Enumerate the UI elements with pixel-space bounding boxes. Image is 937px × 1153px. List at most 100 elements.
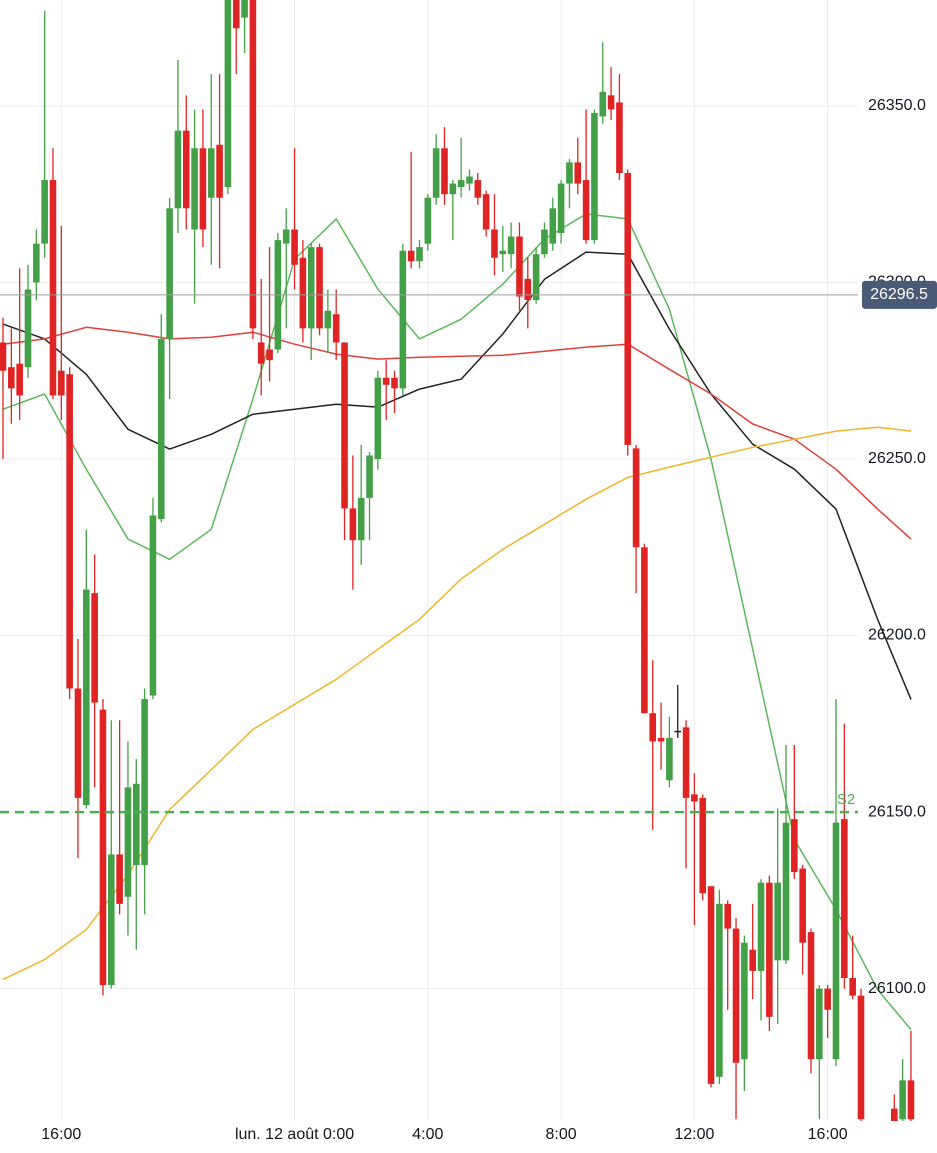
candle-body [649, 713, 657, 742]
candle-body [174, 130, 182, 209]
candle-body [732, 928, 740, 1063]
candle-body [541, 229, 548, 255]
candle-body [241, 0, 248, 18]
candle-body [41, 180, 48, 244]
candle-body [782, 822, 790, 961]
candle-body [807, 932, 815, 1060]
candle-body [849, 978, 856, 996]
candle-body [674, 730, 682, 733]
candle-body [157, 338, 165, 520]
candle-body [699, 797, 707, 894]
candle-body [374, 377, 382, 459]
candle-body [116, 854, 123, 904]
candle-body [232, 0, 240, 29]
x-tick-label: 4:00 [412, 1126, 443, 1143]
candle-body [574, 162, 582, 184]
candle-body [24, 289, 32, 368]
candle-body [74, 688, 82, 798]
y-tick-label: 26200.0 [868, 627, 926, 644]
candle-body [841, 819, 848, 979]
candle-body [657, 737, 665, 742]
candle-body [224, 0, 232, 188]
candle-body [107, 854, 115, 986]
candle-body [599, 91, 607, 117]
candle-body [166, 208, 173, 339]
candle-body [441, 148, 448, 195]
candle-body [474, 180, 482, 198]
candle-body [332, 314, 340, 343]
candle-body [774, 882, 781, 961]
candle-body [291, 229, 298, 265]
candle-body [49, 180, 57, 396]
candle-body [33, 243, 40, 283]
candle-body [16, 363, 23, 396]
candle-body [691, 794, 698, 802]
candle-body [432, 148, 440, 198]
candle-body [749, 949, 756, 971]
candle-body [391, 377, 398, 389]
candle-body [207, 148, 215, 198]
candle-body [0, 342, 7, 371]
candle-body [632, 448, 640, 548]
candle-body [8, 367, 15, 389]
candle-body [341, 342, 348, 509]
candle-body [899, 1080, 906, 1120]
candle-body [449, 183, 457, 195]
candle-body [832, 822, 840, 1060]
candle-body [516, 236, 523, 297]
candle-body [141, 699, 148, 866]
candle-body [91, 593, 98, 703]
candle-body [682, 727, 690, 798]
candle-body [307, 247, 315, 329]
y-tick-label: 26150.0 [868, 803, 926, 820]
candle-body [816, 988, 823, 1060]
candle-body [557, 183, 565, 234]
last-price-label: 26296.5 [870, 286, 928, 303]
candle-body [499, 250, 507, 255]
candle-body [191, 148, 198, 230]
candle-body [857, 995, 865, 1120]
y-tick-label: 26100.0 [868, 980, 926, 997]
candle-body [741, 942, 748, 1060]
candle-body [666, 737, 673, 781]
candle-body [907, 1080, 915, 1120]
candle-body [824, 988, 831, 1010]
candle-body [466, 176, 473, 184]
candle-body [399, 250, 407, 389]
candle-body [382, 377, 390, 385]
candle-body [249, 0, 257, 329]
candle-body [366, 455, 373, 498]
candle-body [799, 868, 806, 943]
candle-body [124, 787, 132, 897]
candle-body [349, 508, 357, 541]
candle-body [791, 819, 798, 873]
candle-body [641, 547, 648, 714]
candle-body [757, 882, 765, 971]
candle-body [616, 102, 623, 174]
candle-body [83, 589, 90, 806]
candle-body [316, 247, 323, 329]
candle-body [424, 197, 432, 244]
x-tick-label: 16:00 [808, 1126, 848, 1143]
moving-average-line [2, 251, 912, 700]
candle-body [607, 95, 615, 110]
candle-body [482, 194, 490, 230]
candle-body [58, 370, 65, 396]
candle-body [132, 783, 140, 866]
candle-body [566, 162, 573, 184]
candle-body [624, 173, 632, 445]
candle-body [407, 250, 415, 262]
candle-body [507, 236, 515, 255]
candle-body [532, 254, 540, 301]
candle-body [591, 112, 598, 241]
candle-body [266, 349, 273, 361]
candle-body [724, 903, 732, 929]
candle-body [707, 886, 715, 1084]
candle-body [299, 257, 307, 329]
y-tick-label: 26250.0 [868, 450, 926, 467]
last-price-box [862, 280, 937, 309]
grid [0, 0, 858, 1121]
candle-body [549, 208, 557, 244]
candle-body [216, 144, 223, 198]
